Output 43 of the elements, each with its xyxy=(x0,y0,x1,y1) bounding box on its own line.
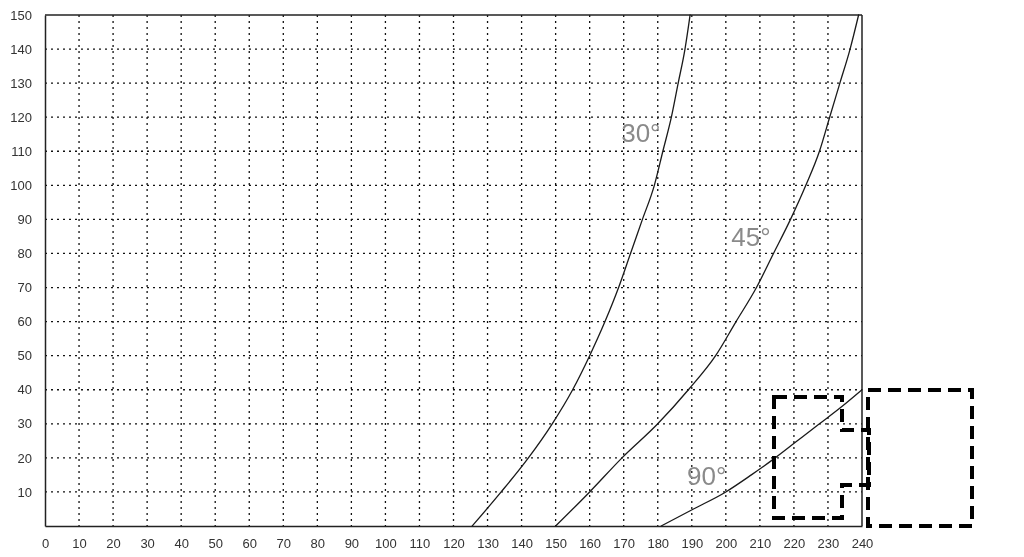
x-tick-label: 200 xyxy=(715,536,738,552)
y-tick-label: 20 xyxy=(17,450,32,466)
y-tick-label: 70 xyxy=(17,280,32,296)
series-label: 90° xyxy=(687,460,727,491)
x-tick-label: 30 xyxy=(140,536,155,552)
y-tick-label: 40 xyxy=(17,382,32,398)
y-tick-label: 140 xyxy=(10,41,32,57)
x-tick-label: 70 xyxy=(276,536,292,552)
x-tick-label: 170 xyxy=(613,536,636,552)
x-tick-label: 50 xyxy=(208,536,223,552)
x-tick-label: 190 xyxy=(681,536,704,552)
x-tick-label: 120 xyxy=(443,536,465,552)
y-tick-label: 150 xyxy=(10,7,32,23)
y-tick-label: 100 xyxy=(10,177,32,193)
series-label: 45° xyxy=(731,222,771,253)
y-tick-label: 30 xyxy=(17,416,32,432)
x-tick-label: 20 xyxy=(106,536,121,552)
y-tick-label: 50 xyxy=(17,348,32,364)
x-tick-label: 140 xyxy=(511,536,533,552)
x-tick-label: 230 xyxy=(817,536,840,552)
y-tick-label: 60 xyxy=(17,314,32,330)
x-tick-label: 150 xyxy=(545,536,567,552)
x-tick-label: 240 xyxy=(851,536,874,552)
y-tick-label: 130 xyxy=(10,75,32,91)
x-tick-label: 80 xyxy=(310,536,326,552)
x-tick-label: 0 xyxy=(41,536,50,552)
series-label: 30° xyxy=(621,117,661,148)
x-tick-label: 220 xyxy=(783,536,806,552)
x-tick-label: 90 xyxy=(344,536,360,552)
x-tick-label: 210 xyxy=(749,536,772,552)
x-tick-label: 130 xyxy=(477,536,499,552)
y-tick-label: 110 xyxy=(11,143,32,159)
x-tick-label: 180 xyxy=(647,536,670,552)
y-tick-label: 80 xyxy=(17,246,32,262)
y-tick-label: 120 xyxy=(10,109,32,125)
x-tick-label: 110 xyxy=(409,536,431,552)
x-tick-label: 100 xyxy=(375,536,397,552)
x-tick-label: 60 xyxy=(242,536,257,552)
x-tick-label: 160 xyxy=(579,536,602,552)
x-tick-label: 40 xyxy=(174,536,189,552)
y-tick-label: 10 xyxy=(17,484,32,500)
y-tick-label: 90 xyxy=(17,212,32,228)
x-tick-label: 10 xyxy=(72,536,87,552)
